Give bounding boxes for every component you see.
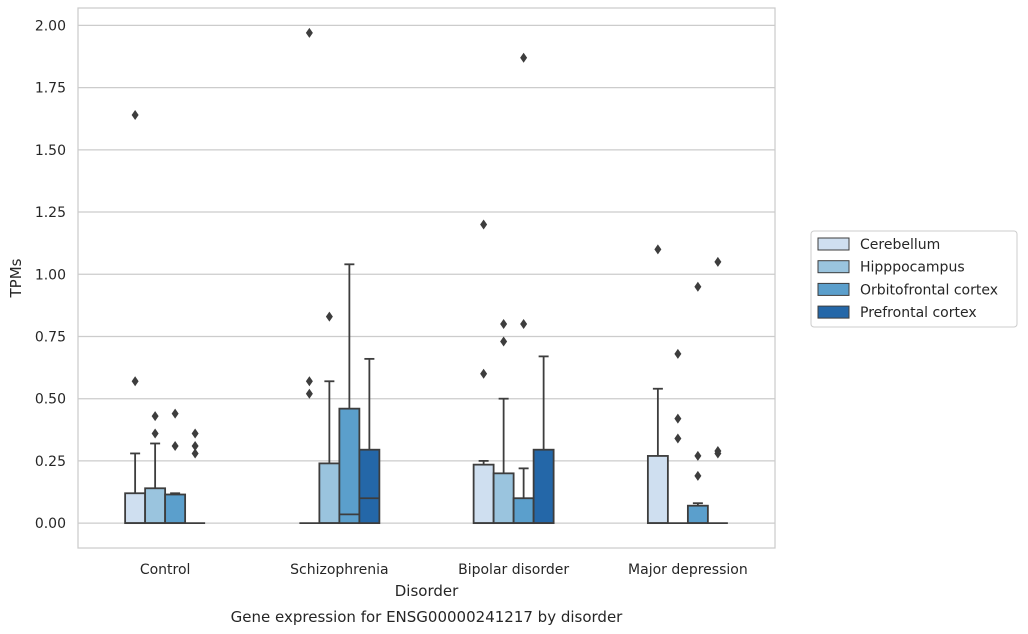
outlier-point	[500, 319, 508, 330]
box-iqr	[318, 462, 341, 525]
outlier-point	[694, 450, 702, 461]
y-tick-label: 0.50	[35, 392, 66, 408]
legend-swatch	[817, 305, 850, 319]
y-tick-label: 1.75	[35, 81, 66, 97]
outlier-point	[520, 52, 528, 63]
box-iqr	[532, 448, 555, 525]
outlier-point	[191, 440, 199, 451]
outlier-point	[480, 368, 488, 379]
x-axis-label: Disorder	[395, 582, 459, 600]
outlier-point	[305, 27, 313, 38]
outlier-point	[500, 336, 508, 347]
box-iqr	[144, 487, 167, 525]
box-iqr	[492, 472, 515, 525]
outlier-point	[131, 376, 139, 387]
box-iqr	[338, 407, 361, 525]
legend-swatch	[817, 260, 850, 274]
series-cerebellum	[124, 27, 669, 525]
box-iqr	[472, 463, 495, 525]
box-series	[124, 27, 728, 525]
y-tick-label: 0.25	[35, 454, 66, 470]
outlier-point	[151, 411, 159, 422]
plot-frame	[77, 7, 776, 549]
outlier-point	[171, 408, 179, 419]
legend-label: Cerebellum	[860, 237, 940, 253]
outlier-point	[694, 470, 702, 481]
series-orbitofrontal-cortex	[164, 52, 709, 525]
y-tick-label: 1.25	[35, 205, 66, 221]
x-tick-label: Major depression	[628, 562, 748, 578]
outlier-point	[151, 428, 159, 439]
outlier-point	[305, 388, 313, 399]
series-hipppocampus	[144, 311, 688, 525]
outlier-point	[191, 428, 199, 439]
y-axis-label: TPMs	[7, 258, 25, 298]
x-tick-labels: Control Schizophrenia Bipolar disorder Majo…	[140, 562, 748, 578]
outlier-point	[674, 433, 682, 444]
outlier-point	[305, 376, 313, 387]
outlier-point	[325, 311, 333, 322]
outlier-point	[480, 219, 488, 230]
series-prefrontal-cortex	[185, 256, 728, 525]
x-tick-label: Schizophrenia	[290, 562, 388, 578]
box-iqr	[512, 497, 535, 525]
outlier-point	[694, 281, 702, 292]
legend-label: Orbitofrontal cortex	[860, 282, 998, 298]
legend-label: Prefrontal cortex	[860, 305, 977, 321]
legend-swatch	[817, 237, 850, 251]
outlier-point	[520, 319, 528, 330]
legend: Cerebellum Hipppocampus Orbitofrontal cort…	[810, 230, 1018, 328]
box-iqr	[358, 448, 381, 525]
box-iqr	[124, 492, 147, 525]
outlier-point	[131, 110, 139, 121]
outlier-point	[191, 448, 199, 459]
outlier-point	[654, 244, 662, 255]
y-tick-labels: 0.00 0.25 0.50 0.75 1.00 1.25 1.50 1.75 2.00	[35, 18, 66, 532]
box-iqr	[164, 493, 187, 525]
outlier-point	[674, 348, 682, 359]
legend-label: Hipppocampus	[860, 260, 965, 276]
box-iqr	[646, 455, 669, 525]
legend-frame	[810, 230, 1018, 328]
gridlines	[78, 24, 775, 524]
outlier-point	[714, 256, 722, 267]
y-tick-label: 1.00	[35, 267, 66, 283]
outlier-point	[171, 440, 179, 451]
y-tick-label: 2.00	[35, 18, 66, 34]
legend-swatch	[817, 282, 850, 296]
y-tick-label: 1.50	[35, 143, 66, 159]
outlier-point	[714, 445, 722, 456]
outlier-point	[674, 413, 682, 424]
y-tick-label: 0.75	[35, 329, 66, 345]
y-tick-label: 0.00	[35, 516, 66, 532]
chart-caption: Gene expression for ENSG00000241217 by d…	[231, 608, 624, 626]
x-tick-label: Control	[140, 562, 191, 578]
box-iqr	[686, 504, 709, 525]
x-tick-label: Bipolar disorder	[458, 562, 569, 578]
